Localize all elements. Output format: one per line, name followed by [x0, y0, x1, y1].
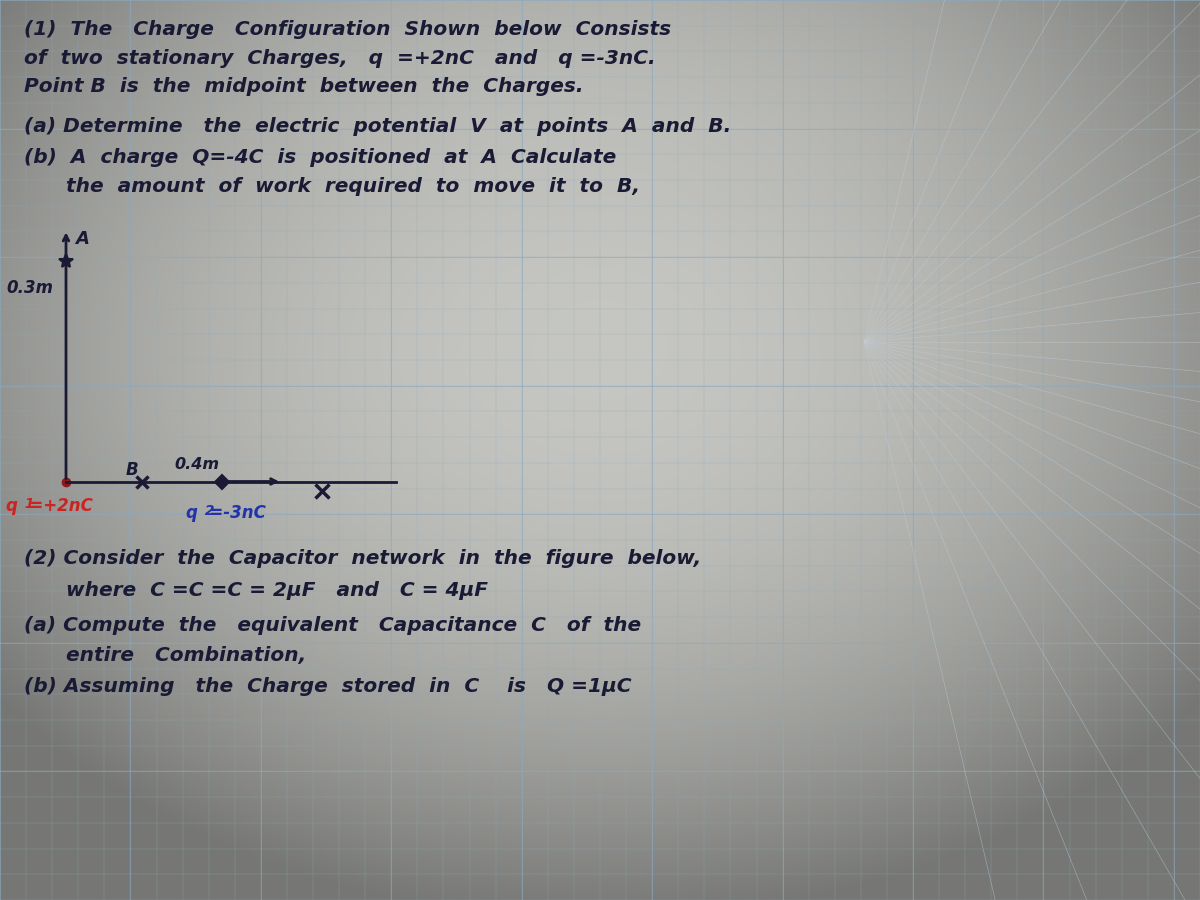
Text: q  =+2nC: q =+2nC — [6, 497, 92, 515]
Text: 0.4m: 0.4m — [174, 457, 220, 472]
Text: (1)  The   Charge   Configuration  Shown  below  Consists: (1) The Charge Configuration Shown below… — [24, 20, 671, 39]
Text: where  C =C =C = 2μF   and   C = 4μF: where C =C =C = 2μF and C = 4μF — [24, 580, 488, 599]
Text: (b)  A  charge  Q=-4C  is  positioned  at  A  Calculate: (b) A charge Q=-4C is positioned at A Ca… — [24, 148, 617, 166]
Text: 0.3m: 0.3m — [6, 279, 53, 297]
Text: 1: 1 — [20, 497, 35, 511]
Text: (b) Assuming   the  Charge  stored  in  C    is   Q =1μC: (b) Assuming the Charge stored in C is Q… — [24, 677, 631, 696]
Text: (a) Compute  the   equivalent   Capacitance  C   of  the: (a) Compute the equivalent Capacitance C… — [24, 616, 641, 634]
Text: q  =-3nC: q =-3nC — [186, 504, 266, 522]
Text: B: B — [126, 461, 139, 479]
Text: 2: 2 — [200, 504, 215, 518]
Text: the  amount  of  work  required  to  move  it  to  B,: the amount of work required to move it t… — [24, 177, 640, 196]
Text: of  two  stationary  Charges,   q  =+2nC   and   q =-3nC.: of two stationary Charges, q =+2nC and q… — [24, 49, 655, 68]
Text: A: A — [76, 230, 90, 248]
Text: Point B  is  the  midpoint  between  the  Charges.: Point B is the midpoint between the Char… — [24, 77, 583, 96]
Text: (2) Consider  the  Capacitor  network  in  the  figure  below,: (2) Consider the Capacitor network in th… — [24, 549, 701, 568]
Text: (a) Determine   the  electric  potential  V  at  points  A  and  B.: (a) Determine the electric potential V a… — [24, 117, 731, 136]
Text: entire   Combination,: entire Combination, — [24, 646, 306, 665]
